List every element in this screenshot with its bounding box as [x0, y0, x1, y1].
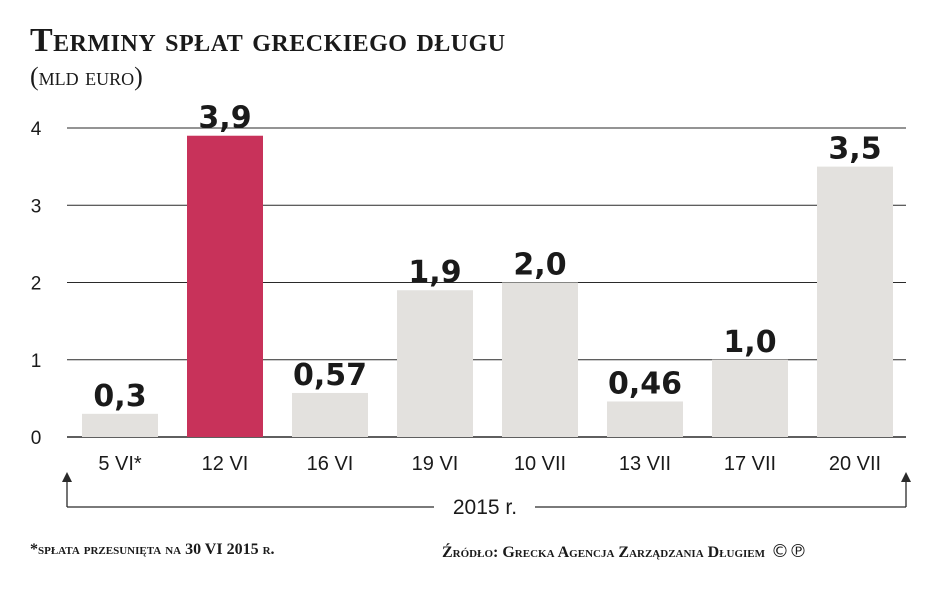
- y-tick-label: 2: [31, 274, 42, 295]
- x-tick-label: 17 VII: [724, 453, 776, 475]
- copyright-logo: ©℗: [771, 541, 808, 562]
- data-label: 0,46: [608, 366, 682, 401]
- x-tick-label: 20 VII: [829, 453, 881, 475]
- y-tick-label: 1: [31, 351, 42, 372]
- x-tick-label: 19 VI: [412, 453, 459, 475]
- bar: [817, 166, 893, 437]
- chart-title: Terminy spłat greckiego długu: [30, 22, 506, 59]
- period-label: 2015 r.: [453, 496, 517, 519]
- data-label: 1,9: [408, 255, 461, 290]
- x-tick-label: 12 VI: [202, 453, 249, 475]
- y-tick-label: 3: [31, 196, 42, 217]
- chart-subtitle: (mld euro): [30, 62, 143, 91]
- arrow-up-icon: [901, 472, 911, 482]
- arrow-up-icon: [62, 472, 72, 482]
- y-tick-label: 0: [31, 428, 42, 449]
- data-label: 0,3: [93, 379, 146, 414]
- source-text: Źródło: Grecka Agencja Zarządzania Długi…: [442, 544, 766, 561]
- data-label: 3,9: [198, 101, 251, 136]
- data-label: 1,0: [723, 325, 776, 360]
- x-tick-label: 10 VII: [514, 453, 566, 475]
- bar: [292, 392, 368, 437]
- source-note: Źródło: Grecka Agencja Zarządzania Długi…: [442, 541, 807, 562]
- x-tick-label: 13 VII: [619, 453, 671, 475]
- bar: [397, 290, 473, 437]
- data-label: 3,5: [828, 132, 881, 167]
- data-label: 0,57: [293, 358, 367, 393]
- bar: [502, 282, 578, 437]
- bar: [607, 401, 683, 437]
- bar: [712, 359, 788, 437]
- footnote: *spłata przesunięta na 30 VI 2015 r.: [30, 541, 275, 558]
- bar: [82, 413, 158, 437]
- x-tick-label: 16 VI: [307, 453, 354, 475]
- data-label: 2,0: [513, 248, 566, 283]
- bar: [187, 135, 263, 437]
- x-tick-label: 5 VI*: [98, 453, 142, 475]
- y-tick-label: 4: [31, 119, 42, 140]
